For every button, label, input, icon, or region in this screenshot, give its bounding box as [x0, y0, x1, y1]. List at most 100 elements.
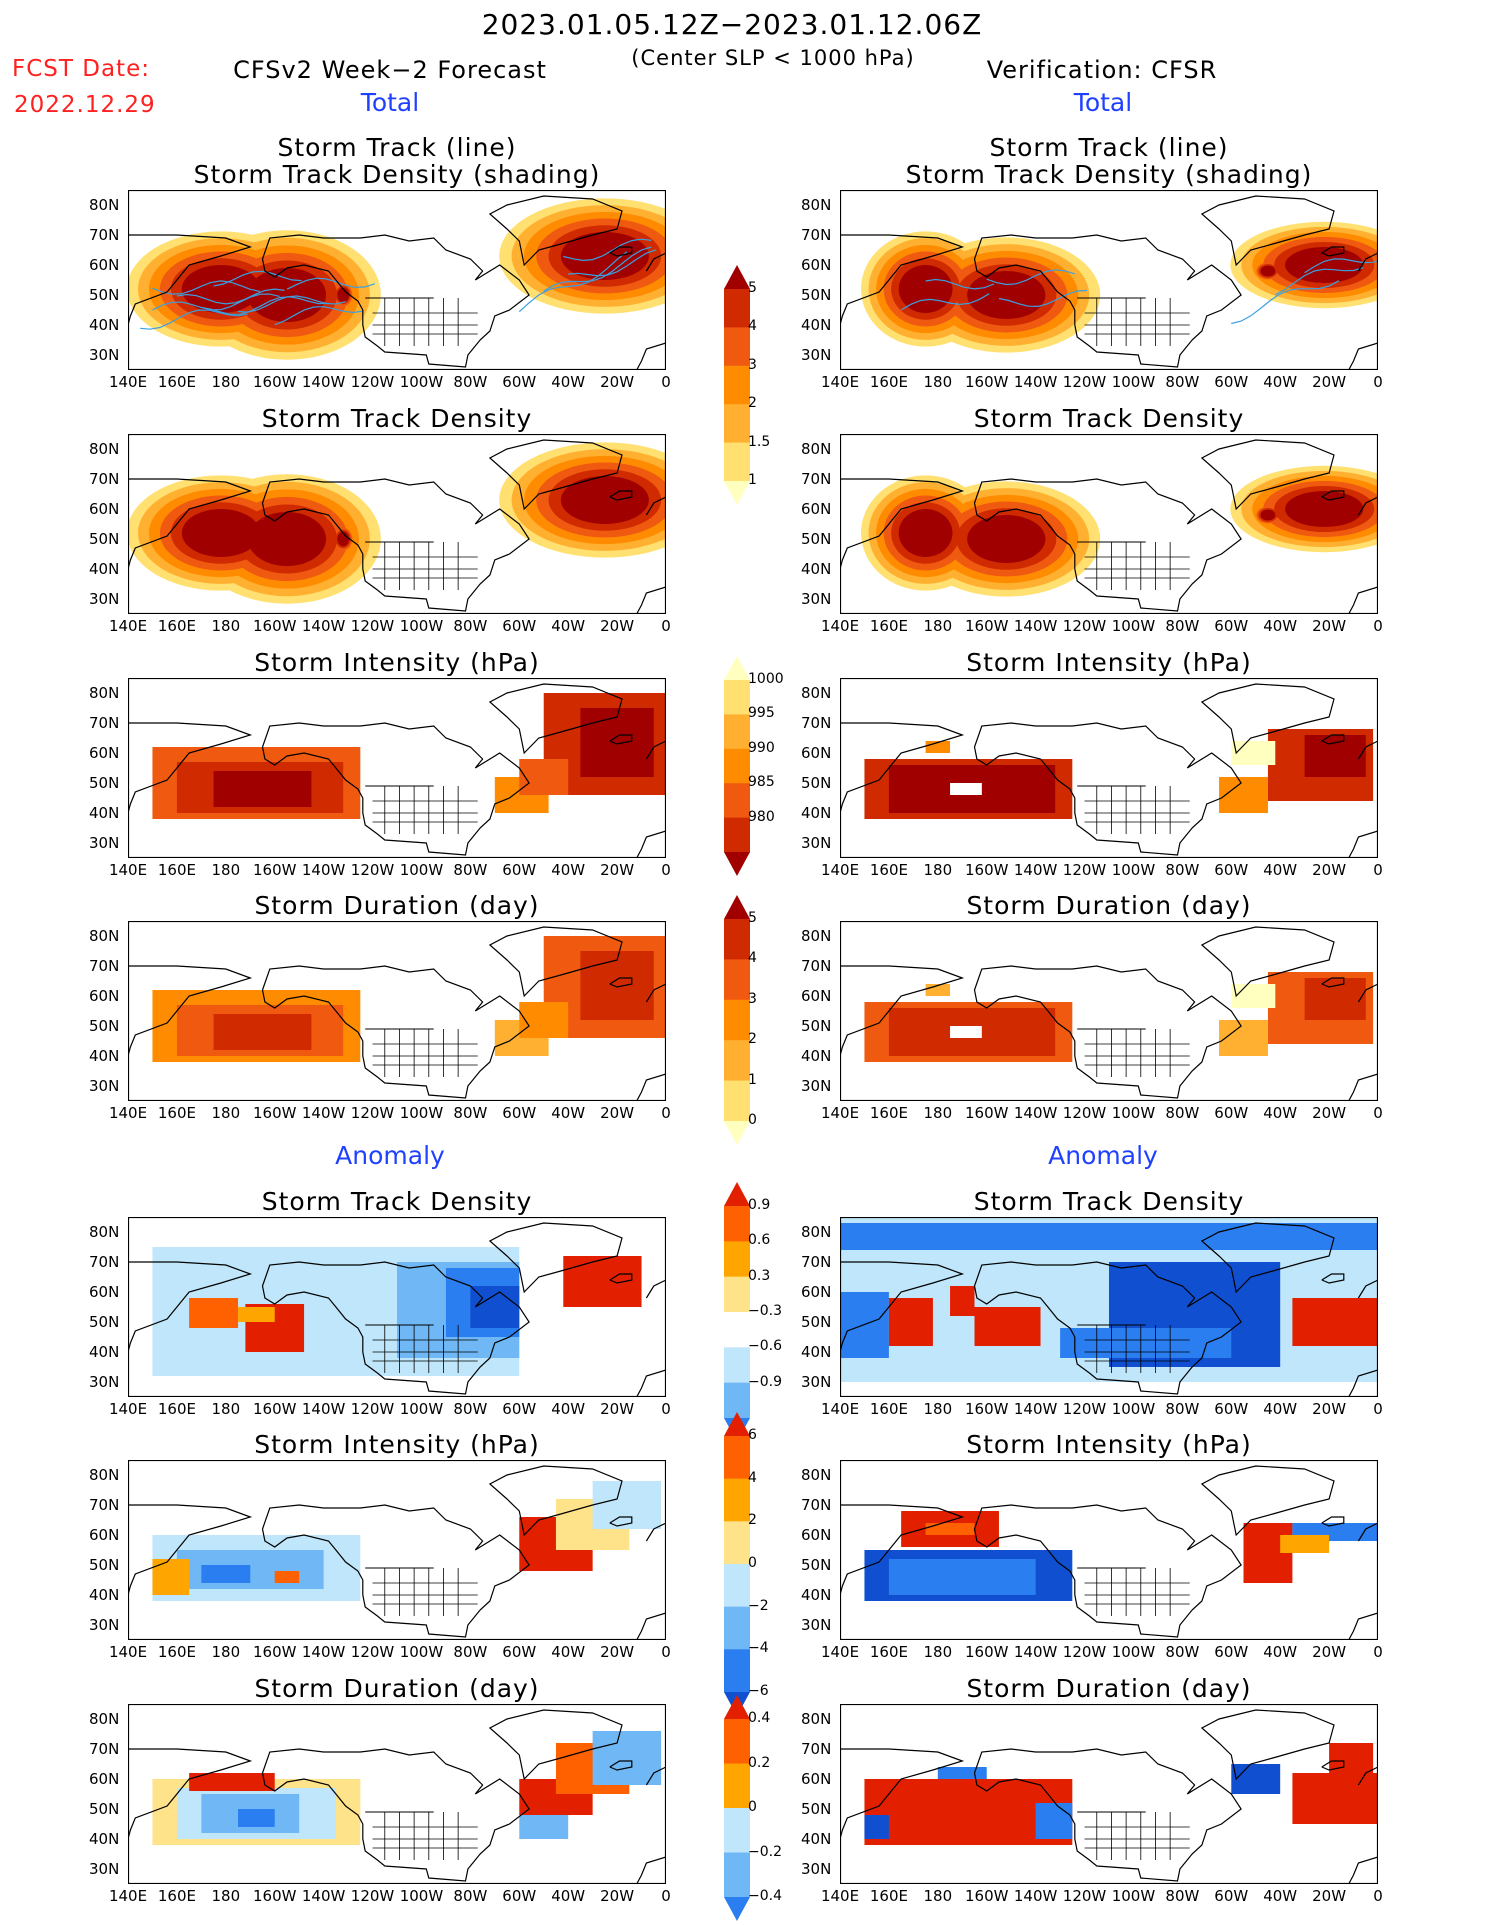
map-panel	[128, 1217, 666, 1397]
coastline	[261, 1261, 530, 1395]
lon-tick-label: 80W	[1165, 861, 1200, 879]
lat-tick-label: 70N	[801, 1740, 832, 1758]
lon-tick-label: 0	[661, 1887, 671, 1905]
lon-tick-label: 0	[1373, 617, 1383, 635]
lat-tick-label: 80N	[89, 196, 120, 214]
colorbar-swatch	[724, 1347, 750, 1384]
lon-tick-label: 160W	[964, 1400, 1009, 1418]
lon-tick-label: 160E	[157, 373, 196, 391]
colorbar-label: −0.2	[748, 1843, 782, 1860]
panel-frame	[128, 434, 666, 614]
lon-tick-label: 80W	[1165, 1104, 1200, 1122]
panel-title: Storm Duration (day)	[966, 1674, 1252, 1703]
lon-tick-label: 20W	[600, 373, 635, 391]
duration-block	[519, 1002, 569, 1038]
lon-tick-label: 140W	[1013, 1400, 1058, 1418]
lat-tick-label: 40N	[801, 1343, 832, 1361]
lat-tick-label: 80N	[89, 1466, 120, 1484]
coastline	[973, 1748, 1242, 1882]
coastline	[1357, 252, 1378, 272]
lat-tick-label: 40N	[801, 560, 832, 578]
lat-tick-label: 80N	[801, 440, 832, 458]
anomaly-block	[238, 1809, 275, 1827]
coastline	[488, 926, 623, 998]
panel-title: Storm Intensity (hPa)	[254, 1430, 540, 1459]
colorbar-swatch	[724, 481, 750, 505]
lon-tick-label: 160W	[252, 1643, 297, 1661]
lon-tick-label: 80W	[453, 373, 488, 391]
panel-title: Storm Track Density	[973, 1187, 1245, 1216]
density-shading	[898, 265, 953, 313]
fcst-date: 2022.12.29	[14, 92, 156, 118]
coastline	[973, 1504, 1242, 1638]
lon-tick-label: 160W	[964, 861, 1009, 879]
lon-tick-label: 160E	[157, 861, 196, 879]
lon-tick-label: 160E	[157, 1400, 196, 1418]
colorbar-label: 0.4	[748, 1710, 771, 1726]
lon-tick-label: 160W	[252, 373, 297, 391]
lon-tick-label: 40W	[1263, 1104, 1298, 1122]
lat-tick-label: 50N	[801, 1800, 832, 1818]
colorbar-label: 3	[748, 990, 757, 1007]
lon-tick-label: 160E	[869, 1400, 908, 1418]
lat-tick-label: 50N	[801, 1313, 832, 1331]
lon-tick-label: 100W	[399, 1643, 444, 1661]
lon-tick-label: 160E	[157, 617, 196, 635]
coastline	[636, 1073, 666, 1101]
lon-tick-label: 180	[923, 1400, 953, 1418]
storm-track-line	[152, 293, 280, 311]
lon-tick-label: 120W	[1062, 617, 1107, 635]
colorbar-swatch	[724, 1852, 750, 1898]
anomaly-block	[592, 1731, 662, 1785]
lat-tick-label: 80N	[801, 1710, 832, 1728]
lon-tick-label: 100W	[1111, 1104, 1156, 1122]
intensity-block	[1304, 735, 1366, 777]
lon-tick-label: 80W	[1165, 1887, 1200, 1905]
lon-tick-label: 140W	[301, 1104, 346, 1122]
lat-tick-label: 50N	[89, 1800, 120, 1818]
colorbar-label: 4	[748, 950, 757, 967]
lon-tick-label: 120W	[1062, 1643, 1107, 1661]
lat-tick-label: 50N	[801, 1556, 832, 1574]
density-shading	[181, 509, 261, 557]
intensity-block	[213, 771, 312, 807]
storm-track-line	[998, 289, 1088, 308]
panel-frame	[840, 678, 1378, 858]
coastline	[1321, 734, 1345, 745]
lat-tick-label: 60N	[801, 1283, 832, 1301]
map-panel	[840, 190, 1378, 370]
intensity-block	[1231, 741, 1276, 765]
density-shading	[560, 476, 649, 524]
lat-tick-label: 70N	[801, 1496, 832, 1514]
lon-tick-label: 60W	[502, 1104, 537, 1122]
lat-tick-label: 60N	[801, 744, 832, 762]
coastline	[488, 1465, 623, 1537]
lat-tick-label: 70N	[89, 470, 120, 488]
lon-tick-label: 20W	[600, 1104, 635, 1122]
coastline	[840, 1261, 965, 1353]
map-panel	[128, 678, 666, 858]
lon-tick-label: 180	[923, 617, 953, 635]
coastline	[636, 342, 666, 370]
lon-tick-label: 80W	[1165, 1400, 1200, 1418]
lat-tick-label: 40N	[89, 1586, 120, 1604]
lon-tick-label: 100W	[399, 1104, 444, 1122]
coastline	[973, 234, 1242, 368]
colorbar-swatch	[724, 1478, 750, 1522]
lon-tick-label: 120W	[1062, 373, 1107, 391]
colorbar-swatch	[724, 680, 750, 715]
lat-tick-label: 80N	[89, 1223, 120, 1241]
lon-tick-label: 140E	[108, 1887, 148, 1905]
coastline	[973, 722, 1242, 856]
lon-tick-label: 80W	[1165, 373, 1200, 391]
anomaly-block	[1280, 1535, 1330, 1553]
coastline	[128, 722, 253, 814]
lon-tick-label: 80W	[453, 1643, 488, 1661]
colorbar-swatch	[724, 783, 750, 819]
coastline	[840, 234, 965, 326]
panel-title: Storm Duration (day)	[966, 891, 1252, 920]
duration-block	[1219, 1020, 1268, 1056]
lat-tick-label: 40N	[801, 1047, 832, 1065]
lon-tick-label: 140E	[820, 1643, 860, 1661]
map-panel	[840, 1217, 1378, 1397]
